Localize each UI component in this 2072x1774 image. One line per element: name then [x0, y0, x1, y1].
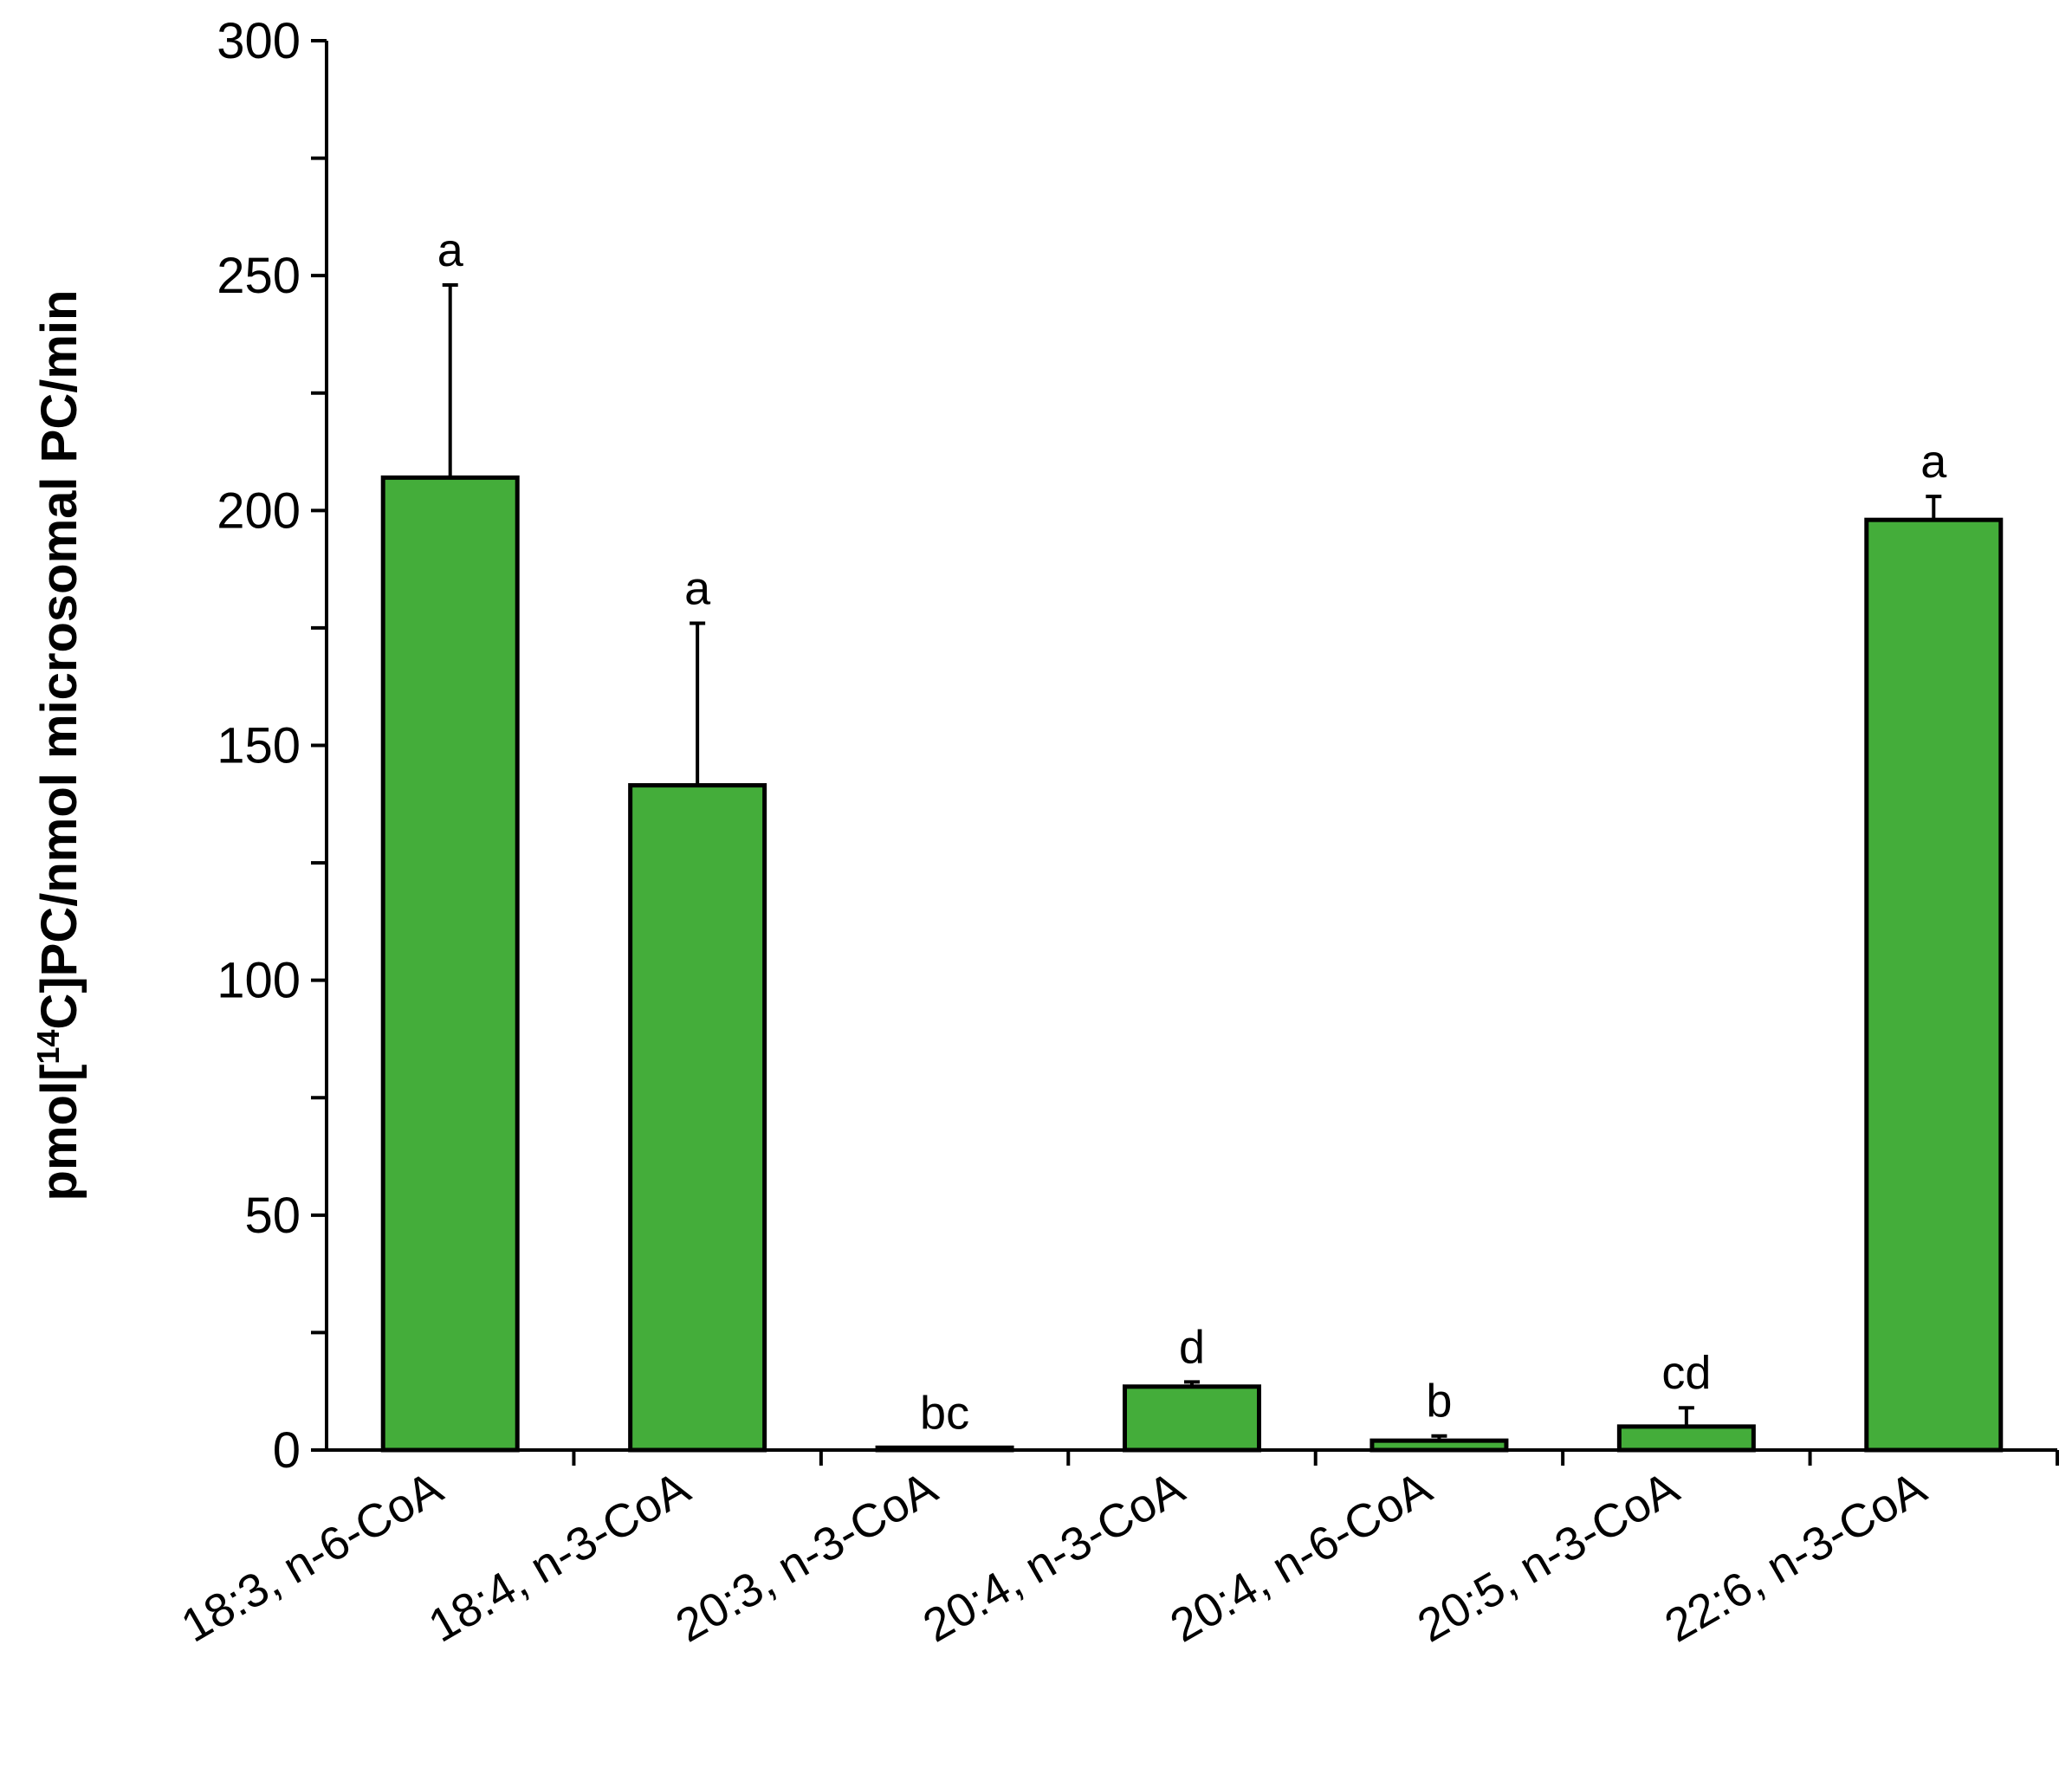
y-tick-label-250: 250 — [217, 248, 301, 304]
x-tick-label-1: 18:3, n-6-CoA — [173, 1461, 451, 1652]
error-bars-group — [442, 283, 1942, 1441]
y-axis-title-superscript: 14 — [30, 1030, 66, 1065]
significance-label-4: d — [1179, 1321, 1205, 1373]
y-axis-title-part-2: C]PC/nmol microsomal PC/min — [31, 290, 87, 1030]
significance-label-1: a — [437, 224, 464, 276]
significance-label-6: cd — [1661, 1347, 1711, 1399]
bar-6 — [1616, 1424, 1756, 1453]
bars-group — [380, 475, 2004, 1453]
y-tick-label-200: 200 — [217, 482, 301, 539]
x-tick-label-2: 18:4, n-3-CoA — [420, 1461, 698, 1652]
significance-label-7: a — [1920, 436, 1947, 488]
bar-2 — [628, 783, 767, 1453]
bar-1 — [380, 475, 520, 1453]
axes-group — [311, 39, 2059, 1466]
significance-label-2: a — [684, 562, 711, 614]
bar-4 — [1123, 1384, 1261, 1453]
y-tick-label-100: 100 — [217, 953, 301, 1009]
bar-7 — [1864, 517, 2004, 1453]
y-axis-title: pmol[14C]PC/nmol microsomal PC/min — [30, 290, 88, 1201]
y-axis-title-part-1: pmol[ — [31, 1065, 87, 1201]
x-tick-label-6: 20:5, n-3-CoA — [1409, 1461, 1687, 1652]
significance-label-5: b — [1426, 1376, 1452, 1428]
x-tick-label-3: 20:3, n-3-CoA — [667, 1461, 945, 1652]
x-tick-label-7: 22:6, n-3-CoA — [1656, 1461, 1934, 1652]
x-tick-label-4: 20:4, n-3-CoA — [915, 1461, 1193, 1652]
y-tick-label-50: 50 — [244, 1188, 301, 1244]
y-tick-label-150: 150 — [217, 718, 301, 774]
x-tick-label-5: 20:4, n-6-CoA — [1162, 1461, 1440, 1652]
y-tick-label-300: 300 — [217, 13, 301, 69]
significance-label-3: bc — [920, 1387, 969, 1439]
y-tick-label-0: 0 — [273, 1422, 301, 1479]
